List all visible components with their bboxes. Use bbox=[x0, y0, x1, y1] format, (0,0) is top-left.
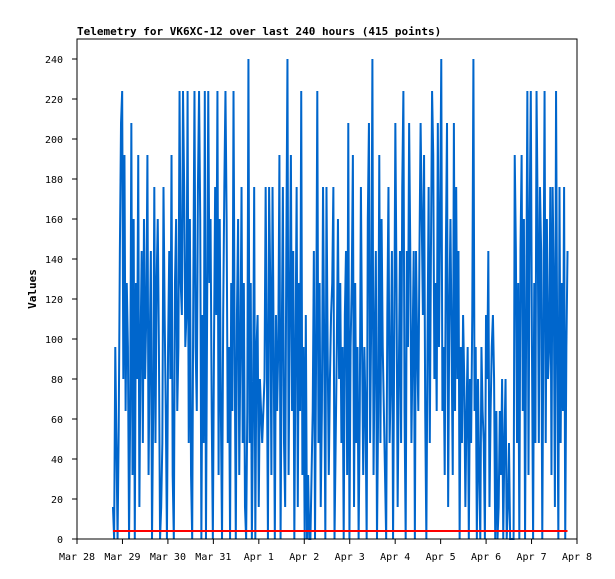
chart-title: Telemetry for VK6XC-12 over last 240 hou… bbox=[77, 25, 441, 38]
y-tick-label: 180 bbox=[45, 175, 63, 186]
x-tick-label: Mar 29 bbox=[104, 552, 140, 563]
x-tick-label: Apr 7 bbox=[516, 552, 546, 563]
y-tick-label: 60 bbox=[51, 415, 63, 426]
y-tick-label: 200 bbox=[45, 135, 63, 146]
x-tick-label: Apr 1 bbox=[244, 552, 274, 563]
y-tick-label: 140 bbox=[45, 255, 63, 266]
y-tick-label: 20 bbox=[51, 495, 63, 506]
x-tick-label: Mar 28 bbox=[59, 552, 95, 563]
x-tick-label: Apr 5 bbox=[426, 552, 456, 563]
y-tick-label: 160 bbox=[45, 215, 63, 226]
x-tick-label: Apr 8 bbox=[562, 552, 592, 563]
series-line-0 bbox=[111, 58, 569, 540]
x-tick-label: Apr 3 bbox=[335, 552, 365, 563]
x-tick-label: Mar 31 bbox=[195, 552, 231, 563]
y-tick-label: 120 bbox=[45, 295, 63, 306]
y-tick-label: 40 bbox=[51, 455, 63, 466]
y-axis: 0 20 40 60 80 100 120 140 160 180 200 220 240 bbox=[45, 55, 77, 546]
y-tick-label: 220 bbox=[45, 95, 63, 106]
y-axis-label: Values bbox=[26, 269, 39, 309]
plot-series bbox=[111, 58, 569, 540]
y-tick-label: 80 bbox=[51, 375, 63, 386]
y-tick-label: 0 bbox=[57, 535, 63, 546]
y-tick-label: 100 bbox=[45, 335, 63, 346]
x-tick-label: Apr 6 bbox=[471, 552, 501, 563]
plot-frame bbox=[76, 38, 578, 540]
y-tick-label: 240 bbox=[45, 55, 63, 66]
x-tick-label: Mar 30 bbox=[150, 552, 186, 563]
x-axis: Mar 28 Mar 29 Mar 30 Mar 31 Apr 1 Apr 2 Apr 3 A… bbox=[59, 539, 592, 563]
x-tick-label: Apr 4 bbox=[380, 552, 410, 563]
x-tick-label: Apr 2 bbox=[289, 552, 319, 563]
